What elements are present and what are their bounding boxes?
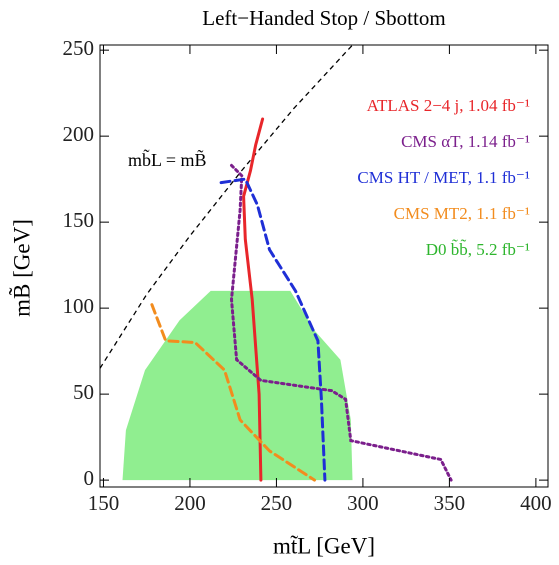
x-tick-label: 400 (520, 491, 552, 515)
plot-frame (99, 44, 549, 488)
legend-entry: ATLAS 2−4 j, 1.04 fb⁻¹ (367, 96, 530, 115)
legend-entry: CMS MT2, 1.1 fb⁻¹ (394, 204, 530, 223)
diagonal-label: mb̃L = mB̃ (128, 148, 207, 170)
chart-title: Left−Handed Stop / Sbottom (202, 6, 445, 30)
exclusion-line (150, 303, 316, 482)
y-tick-label: 150 (63, 208, 95, 232)
exclusion-line (219, 177, 327, 482)
diagonal-line (100, 45, 353, 369)
legend-entry: CMS αT, 1.14 fb⁻¹ (401, 132, 530, 151)
legend-entry: CMS HT / MET, 1.1 fb⁻¹ (357, 168, 530, 187)
y-tick-label: 100 (63, 294, 95, 318)
exclusion-line (229, 163, 453, 482)
x-tick-label: 150 (88, 491, 120, 515)
x-tick-label: 250 (261, 491, 293, 515)
x-tick-label: 350 (434, 491, 466, 515)
y-tick-label: 0 (84, 466, 95, 490)
x-tick-label: 200 (174, 491, 206, 515)
x-tick-label: 300 (347, 491, 379, 515)
y-tick-label: 250 (63, 36, 95, 60)
legend-entry: D0 b̃b̃, 5.2 fb⁻¹ (426, 240, 530, 259)
y-tick-label: 50 (73, 380, 94, 404)
exclusion-area (122, 290, 353, 481)
y-axis-label: mB̃ [GeV] (8, 219, 35, 317)
y-tick-label: 200 (63, 122, 95, 146)
x-axis-label: mt̃L [GeV] (273, 533, 375, 558)
